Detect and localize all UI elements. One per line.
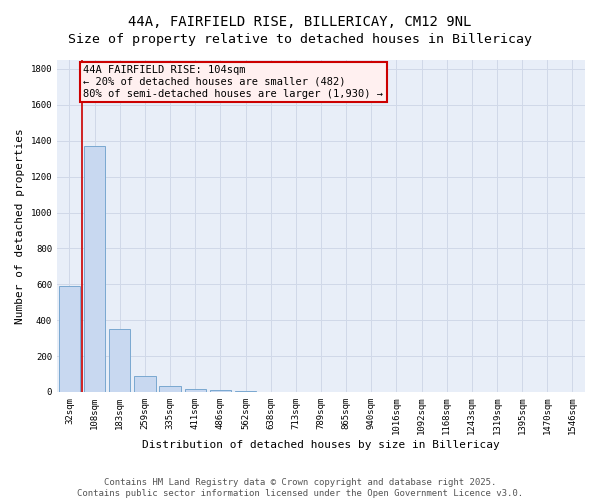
Text: Contains HM Land Registry data © Crown copyright and database right 2025.
Contai: Contains HM Land Registry data © Crown c… [77, 478, 523, 498]
Text: 44A FAIRFIELD RISE: 104sqm
← 20% of detached houses are smaller (482)
80% of sem: 44A FAIRFIELD RISE: 104sqm ← 20% of deta… [83, 66, 383, 98]
Text: Size of property relative to detached houses in Billericay: Size of property relative to detached ho… [68, 32, 532, 46]
Text: 44A, FAIRFIELD RISE, BILLERICAY, CM12 9NL: 44A, FAIRFIELD RISE, BILLERICAY, CM12 9N… [128, 15, 472, 29]
Bar [209, 390, 231, 392]
Y-axis label: Number of detached properties: Number of detached properties [15, 128, 25, 324]
Bar [185, 388, 206, 392]
Bar [109, 329, 130, 392]
Bar [134, 376, 155, 392]
Bar [59, 286, 80, 392]
X-axis label: Distribution of detached houses by size in Billericay: Distribution of detached houses by size … [142, 440, 500, 450]
Bar [84, 146, 106, 392]
Bar [160, 386, 181, 392]
